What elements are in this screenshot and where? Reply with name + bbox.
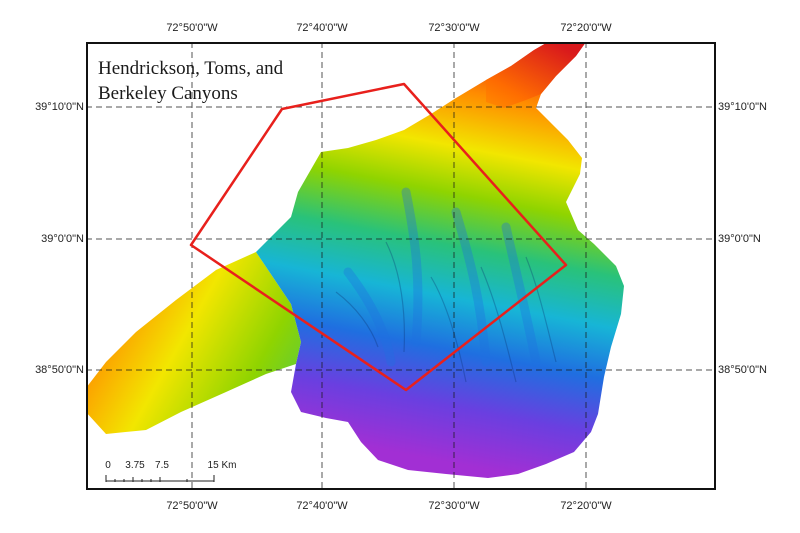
latitude-label-left-3: 38°50'0"N	[35, 364, 84, 376]
map-title-line-2: Berkeley Canyons	[98, 83, 238, 104]
latitude-label-right-3: 38°50'0"N	[718, 364, 767, 376]
latitude-label-right-2: 39°0'0"N	[718, 233, 761, 245]
latitude-label-left-1: 39°10'0"N	[35, 101, 84, 113]
survey-area-polygon	[189, 82, 568, 392]
longitude-label-top-1: 72°50'0"W	[166, 22, 218, 34]
bathymetry-map	[88, 44, 714, 488]
scale-label-7-5: 7.5	[155, 460, 169, 471]
longitude-label-bottom-4: 72°20'0"W	[560, 500, 612, 512]
longitude-label-top-4: 72°20'0"W	[560, 22, 612, 34]
longitude-label-bottom-3: 72°30'0"W	[428, 500, 480, 512]
longitude-label-bottom-1: 72°50'0"W	[166, 500, 218, 512]
scale-bar	[105, 475, 215, 482]
longitude-label-top-3: 72°30'0"W	[428, 22, 480, 34]
map-title-line-1: Hendrickson, Toms, and	[98, 58, 284, 79]
map-frame: Hendrickson, Toms, and Berkeley Canyons …	[86, 42, 716, 490]
latitude-label-right-1: 39°10'0"N	[718, 101, 767, 113]
scale-label-0: 0	[105, 460, 111, 471]
scale-label-3-75: 3.75	[125, 460, 145, 471]
longitude-label-bottom-2: 72°40'0"W	[296, 500, 348, 512]
longitude-label-top-2: 72°40'0"W	[296, 22, 348, 34]
map-title: Hendrickson, Toms, and Berkeley Canyons	[98, 56, 283, 106]
graticule-grid	[88, 44, 714, 488]
scale-label-15-km: 15 Km	[207, 460, 237, 471]
latitude-label-left-2: 39°0'0"N	[41, 233, 84, 245]
